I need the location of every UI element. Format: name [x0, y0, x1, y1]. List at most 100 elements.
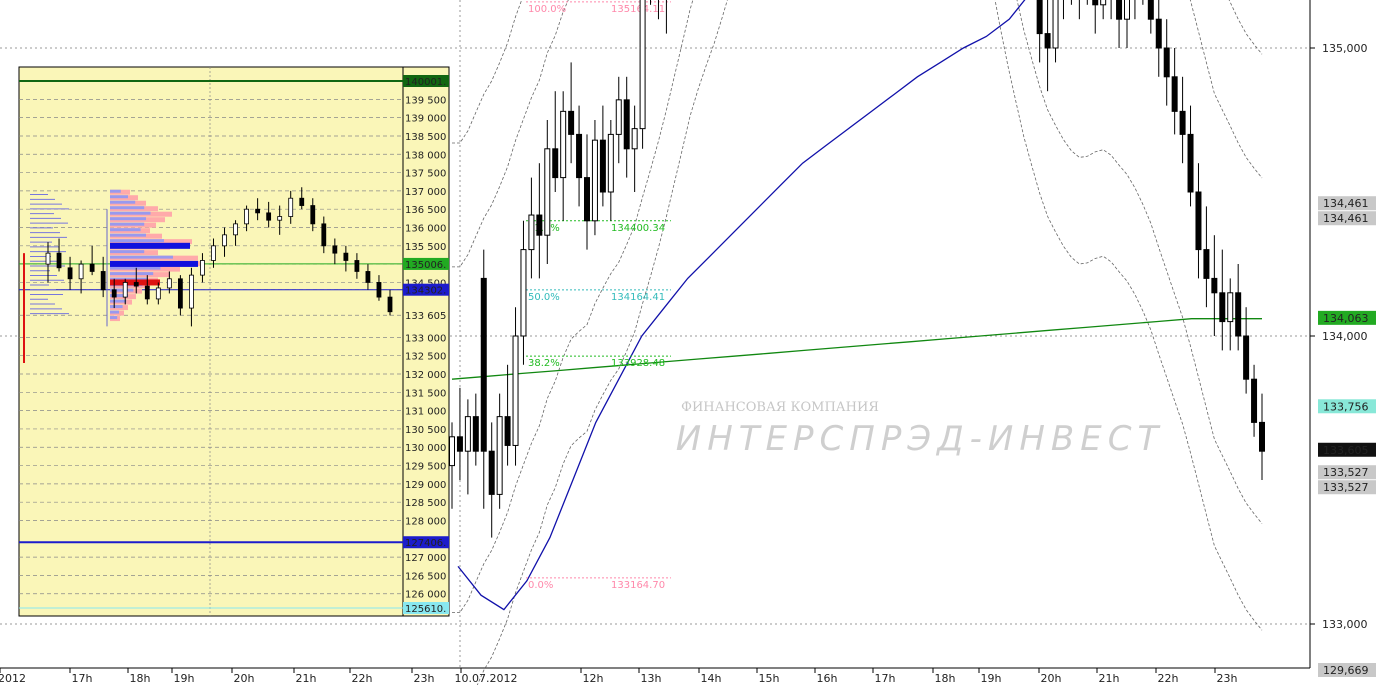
candle-body [1147, 0, 1154, 20]
inset-candle-body [78, 263, 84, 280]
x-tick-label: 19h [174, 672, 195, 685]
y-tick-label: 135,000 [1322, 42, 1368, 55]
price-badge-label: 129,669 [1323, 664, 1369, 677]
fib-price-label: 134400.34 [611, 223, 665, 234]
candle-body [1116, 0, 1123, 20]
candle-body [1092, 0, 1099, 6]
fib-level-label: 50.0% [528, 292, 560, 303]
inset-marker-label: 140001. [405, 77, 446, 88]
profile-bar-sell [110, 316, 118, 320]
x-tick-label: 22h [352, 672, 373, 685]
lower-band [452, 0, 1263, 613]
candle-body [623, 99, 630, 150]
inset-candle-body [255, 208, 261, 214]
candle-body [1243, 335, 1250, 380]
profile-bar-sell [110, 305, 123, 309]
candle-body [1100, 0, 1107, 6]
profile-bar-sell [110, 222, 145, 226]
profile-bar-sell [110, 217, 146, 221]
x-axis: 2012 17h 18h 19h 20h 21h 22h 23h 10.07.2012 12h 13… [0, 668, 1238, 685]
inset-marker-badge [403, 257, 449, 270]
inset-candle-body [166, 278, 172, 289]
candle-body [599, 139, 606, 193]
inset-candle-body [299, 197, 305, 206]
inset-tick-label: 130 000 [405, 443, 446, 454]
candle-body [584, 177, 590, 222]
inset-tick-label: 132 000 [405, 370, 446, 381]
candle-body [1195, 191, 1202, 251]
inset-candle-body [211, 245, 216, 261]
inset-tick-label: 126 500 [405, 571, 446, 582]
candle-body [544, 148, 551, 236]
inset-marker-badge [403, 536, 449, 549]
candle-body [1235, 292, 1242, 337]
inset-candle-body [310, 205, 316, 225]
watermark-line2: ИНТЕРСПРЭД-ИНВЕСТ [676, 419, 1164, 459]
candle-body [512, 335, 519, 446]
outer-lower-band [476, 0, 1263, 685]
x-tick-label: 16h [817, 672, 838, 685]
inset-tick-label: 139 500 [405, 95, 446, 106]
y-tick-label: 133,000 [1322, 618, 1368, 631]
inset-tick-label: 136 500 [405, 205, 446, 216]
inset-tick-label: 131 500 [405, 388, 446, 399]
candle-body [480, 277, 487, 452]
inset-candle-body [177, 278, 183, 309]
inset-panel[interactable]: 140001. 139 500 139 000 138 500 138 000 137 5… [18, 66, 450, 617]
candle-body [1036, 0, 1043, 35]
inset-candle-body [89, 263, 95, 272]
inset-candle-body [133, 282, 139, 287]
inset-candle-body [321, 223, 327, 247]
profile-bar-sell [110, 255, 173, 259]
profile-bar-sell [110, 277, 148, 281]
price-badge [1318, 399, 1376, 414]
moving-averages [451, 0, 1262, 611]
x-tick-label: 18h [130, 672, 151, 685]
inset-candle-body [56, 252, 62, 269]
inset-tick-label: 130 500 [405, 425, 446, 436]
x-tick-label: 10.07.2012 [455, 672, 518, 685]
price-badge-label: 133,527 [1323, 481, 1369, 494]
inset-tick-label: 135 500 [405, 242, 446, 253]
inset-candle-body [45, 252, 51, 265]
x-tick-label: 21h [296, 672, 317, 685]
inset-candle-body [266, 212, 272, 221]
y-tick-label: 134,000 [1322, 330, 1368, 343]
profile-highlight [110, 260, 198, 267]
fib-level-label: 100.0% [528, 4, 566, 15]
candle-body [536, 214, 543, 236]
fib-level-label: 38.2% [528, 358, 560, 369]
price-badge [1318, 196, 1376, 211]
profile-bar-sell [110, 239, 164, 243]
inset-candle-body [277, 216, 283, 221]
inset-candle-body [376, 282, 382, 298]
inset-candle-body [155, 287, 161, 300]
profile-bar-sell [110, 195, 128, 199]
price-badge-label: 134,063 [1323, 312, 1369, 325]
inset-candle-body [332, 245, 338, 254]
inset-tick-label: 131 000 [405, 407, 446, 418]
inset-marker-badge [403, 283, 449, 296]
x-tick-label: 19h [981, 672, 1002, 685]
candle-body [568, 110, 575, 135]
x-tick-label: 15h [759, 672, 780, 685]
inset-candle-body [111, 289, 117, 298]
inset-tick-label: 127 000 [405, 553, 446, 564]
profile-bar-sell [110, 211, 151, 215]
fib-price-label: 133164.70 [611, 580, 665, 591]
inset-tick-label: 133 000 [405, 333, 446, 344]
price-badge [1318, 480, 1376, 495]
inset-tick-label: 138 500 [405, 132, 446, 143]
profile-bar-sell [110, 189, 121, 193]
inset-marker-badge [403, 75, 449, 87]
price-badge-label: 133,756 [1323, 400, 1369, 413]
inset-tick-label: 136 000 [405, 224, 446, 235]
inset-tick-label: 129 500 [405, 462, 446, 473]
candle-body [1219, 292, 1226, 323]
candle-body [488, 450, 495, 495]
x-tick-label: 17h [72, 672, 93, 685]
candle-body [1259, 421, 1265, 452]
watermark: ФИНАНСОВАЯ КОМПАНИЯ ИНТЕРСПРЭД-ИНВЕСТ [676, 400, 1164, 459]
x-tick-label: 23h [414, 672, 435, 685]
